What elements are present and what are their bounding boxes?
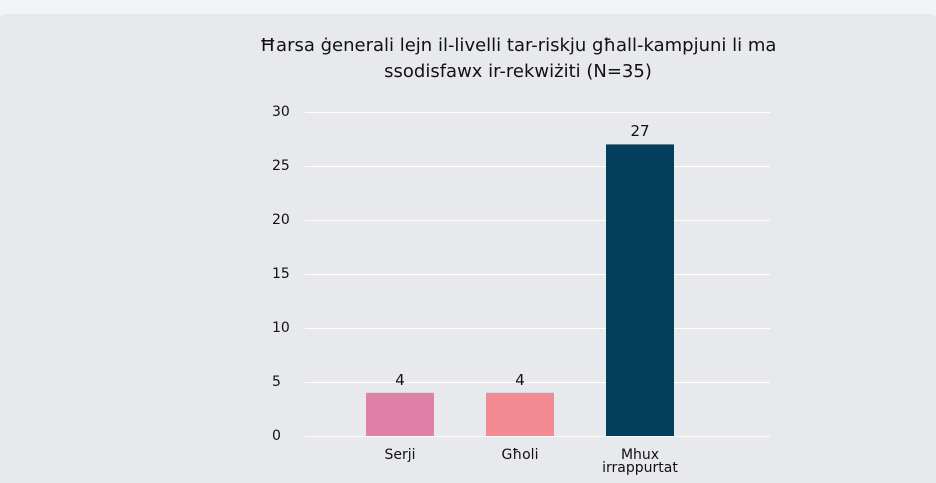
value-label: 4 [515,370,525,389]
y-tick-label: 10 [272,320,290,336]
y-tick-label: 15 [272,266,290,282]
x-tick-label: Għoli [501,447,539,463]
value-label: 4 [395,370,405,389]
bar [606,144,674,436]
y-tick-label: 5 [272,374,281,390]
bar [486,392,554,436]
y-tick-label: 30 [272,104,290,120]
chart-title: Ħarsa ġenerali lejn il-livelli tar-riskj… [259,35,777,82]
x-tick-label: Mhux irrappurtat [602,447,678,476]
y-tick-label: 0 [272,428,281,444]
value-label: 27 [630,122,650,141]
y-tick-label: 25 [272,158,290,174]
y-tick-label: 20 [272,212,290,228]
chart-panel [0,14,936,483]
x-tick-label: Serji [384,447,416,463]
bar [366,392,434,436]
